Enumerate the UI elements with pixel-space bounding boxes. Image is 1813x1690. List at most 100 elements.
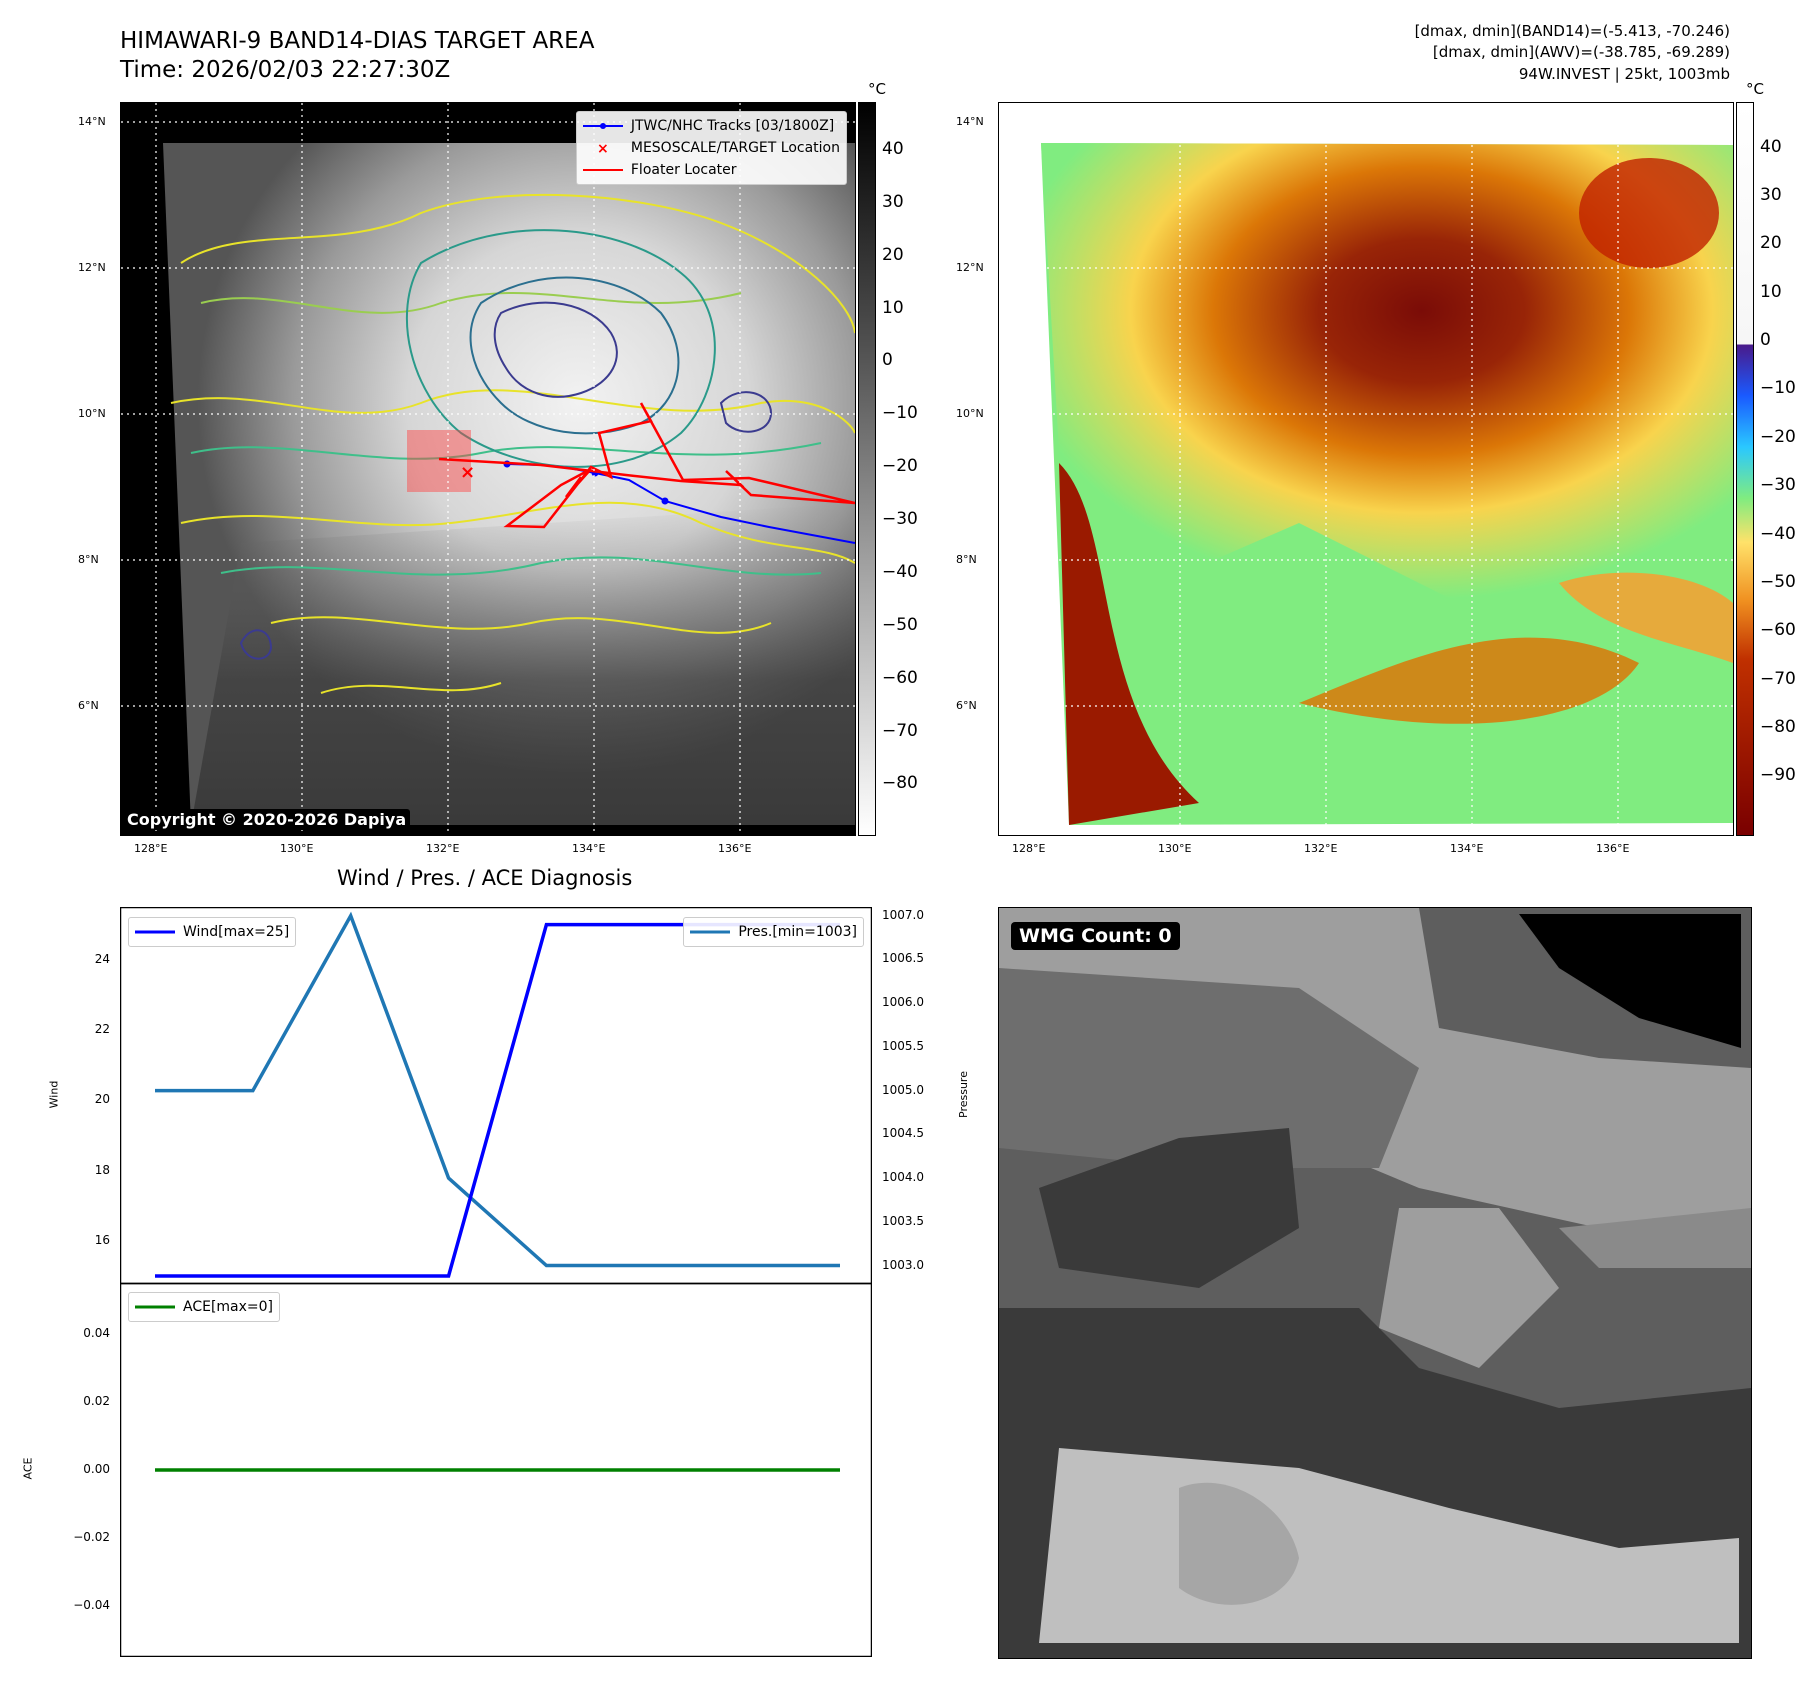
ace-tick-label: −0.04	[73, 1598, 110, 1612]
pressure-tick-label: 1004.5	[882, 1126, 924, 1141]
pressure-tick-label: 1005.5	[882, 1038, 924, 1053]
ace-tick-label: 0.04	[83, 1326, 110, 1340]
floater-locator-line	[438, 402, 856, 529]
ace-axis-label: ACE	[21, 1457, 35, 1480]
wind-legend: Wind[max=25]	[128, 917, 297, 947]
ace-legend: ACE[max=0]	[128, 1292, 281, 1322]
ir-map: ×	[121, 103, 856, 835]
target-marker: ×	[460, 462, 475, 483]
wmg-count-badge: WMG Count: 0	[1011, 922, 1180, 950]
wind-tick-label: 24	[94, 951, 110, 966]
lat-label: 14°N	[956, 115, 984, 128]
pressure-tick-label: 1004.0	[882, 1170, 924, 1185]
ir-map-panel: × JTWC/NHC Tracks [03/1800Z] × MESOSCALE…	[120, 102, 856, 836]
legend-floater-label: Floater Locater	[630, 162, 737, 178]
colorbar-tick: −20	[1760, 426, 1796, 447]
wind-tick-label: 18	[94, 1162, 110, 1177]
diagnosis-title: Wind / Pres. / ACE Diagnosis	[337, 866, 633, 890]
colorbar-tick: 30	[1760, 185, 1782, 206]
awv-map	[999, 103, 1733, 835]
colorbar-tick: −20	[882, 456, 918, 477]
wmg-map	[999, 908, 1751, 1658]
lat-label: 8°N	[956, 553, 977, 566]
lat-label: 8°N	[78, 553, 99, 566]
svg-text:×: ×	[597, 143, 609, 153]
colorbar-tick: −60	[882, 667, 918, 688]
pressure-axis-label: Pressure	[956, 1071, 970, 1118]
awv-map-panel	[998, 102, 1734, 836]
colorbar-tick: 10	[1760, 281, 1782, 302]
lat-label: 12°N	[956, 261, 984, 274]
lat-label: 10°N	[78, 407, 106, 420]
ir-colorbar	[858, 102, 876, 836]
legend-tracks-label: JTWC/NHC Tracks [03/1800Z]	[630, 118, 835, 134]
lat-label: 6°N	[78, 699, 99, 712]
wmg-panel: WMG Count: 0	[998, 907, 1752, 1659]
colorbar-tick: 30	[882, 191, 904, 212]
wind-tick-label: 22	[94, 1021, 110, 1036]
pressure-legend: Pres.[min=1003]	[683, 917, 864, 947]
colorbar-tick: −30	[1760, 475, 1796, 496]
lon-label: 136°E	[1596, 842, 1630, 855]
lon-label: 136°E	[718, 842, 752, 855]
colorbar-tick: 10	[882, 297, 904, 318]
colorbar-tick: −40	[1760, 523, 1796, 544]
ace-tick-label: −0.02	[73, 1530, 110, 1544]
colorbar-tick: −50	[1760, 571, 1796, 592]
legend-target-label: MESOSCALE/TARGET Location	[630, 140, 840, 156]
lon-label: 130°E	[1158, 842, 1192, 855]
colorbar-unit: °C	[1746, 80, 1764, 98]
colorbar-tick: −10	[882, 403, 918, 424]
ace-legend-label: ACE[max=0]	[183, 1299, 274, 1315]
ace-plot-frame	[120, 1282, 872, 1657]
lat-label: 10°N	[956, 407, 984, 420]
colorbar-tick: −70	[1760, 668, 1796, 689]
awv-range-label: [dmax, dmin](AWV)=(-38.785, -69.289)	[1432, 43, 1730, 61]
wind-pressure-plot-frame	[120, 907, 872, 1285]
lon-label: 130°E	[280, 842, 314, 855]
pressure-tick-label: 1006.0	[882, 995, 924, 1010]
colorbar-tick: 0	[1760, 330, 1771, 351]
pressure-tick-label: 1003.5	[882, 1213, 924, 1228]
lat-label: 6°N	[956, 699, 977, 712]
lon-label: 134°E	[1450, 842, 1484, 855]
pressure-tick-label: 1007.0	[882, 907, 924, 922]
colorbar-tick: −90	[1760, 765, 1796, 786]
ace-tick-label: 0.00	[83, 1462, 110, 1476]
colorbar-tick: 40	[882, 138, 904, 159]
awv-gridlines	[999, 103, 1733, 835]
wind-tick-label: 16	[94, 1232, 110, 1247]
diagnosis-chart-panel: Wind[max=25] Pres.[min=1003] ACE[max=0]	[120, 907, 872, 1657]
wind-axis-label: Wind	[47, 1080, 61, 1109]
colorbar-unit: °C	[868, 80, 886, 98]
legend-item-target: × MESOSCALE/TARGET Location	[583, 137, 840, 159]
colorbar-tick: 0	[882, 350, 893, 371]
colorbar-tick: 20	[882, 244, 904, 265]
colorbar-tick: 20	[1760, 233, 1782, 254]
storm-info-label: 94W.INVEST | 25kt, 1003mb	[1518, 65, 1730, 83]
legend-item-tracks: JTWC/NHC Tracks [03/1800Z]	[582, 115, 840, 137]
colorbar-tick: −70	[882, 720, 918, 741]
map-legend: JTWC/NHC Tracks [03/1800Z] × MESOSCALE/T…	[575, 111, 847, 185]
lat-label: 14°N	[78, 115, 106, 128]
colorbar-tick: 40	[1760, 136, 1782, 157]
ace-tick-label: 0.02	[83, 1394, 110, 1408]
colorbar-tick: −30	[882, 509, 918, 530]
pressure-tick-label: 1003.0	[882, 1257, 924, 1272]
pressure-tick-label: 1005.0	[882, 1082, 924, 1097]
diagnosis-chart	[120, 907, 872, 1657]
legend-item-floater: Floater Locater	[582, 159, 840, 181]
pressure-tick-label: 1006.5	[882, 951, 924, 966]
awv-colorbar	[1736, 102, 1754, 836]
band14-range-label: [dmax, dmin](BAND14)=(-5.413, -70.246)	[1414, 22, 1730, 40]
main-title: HIMAWARI-9 BAND14-DIAS TARGET AREA	[120, 28, 595, 54]
colorbar-tick: −80	[1760, 717, 1796, 738]
lon-label: 132°E	[1304, 842, 1338, 855]
lat-label: 12°N	[78, 261, 106, 274]
wind-tick-label: 20	[94, 1092, 110, 1107]
lon-label: 132°E	[426, 842, 460, 855]
pressure-line	[155, 911, 840, 1268]
lon-label: 134°E	[572, 842, 606, 855]
wind-legend-label: Wind[max=25]	[183, 924, 290, 940]
lon-label: 128°E	[134, 842, 168, 855]
